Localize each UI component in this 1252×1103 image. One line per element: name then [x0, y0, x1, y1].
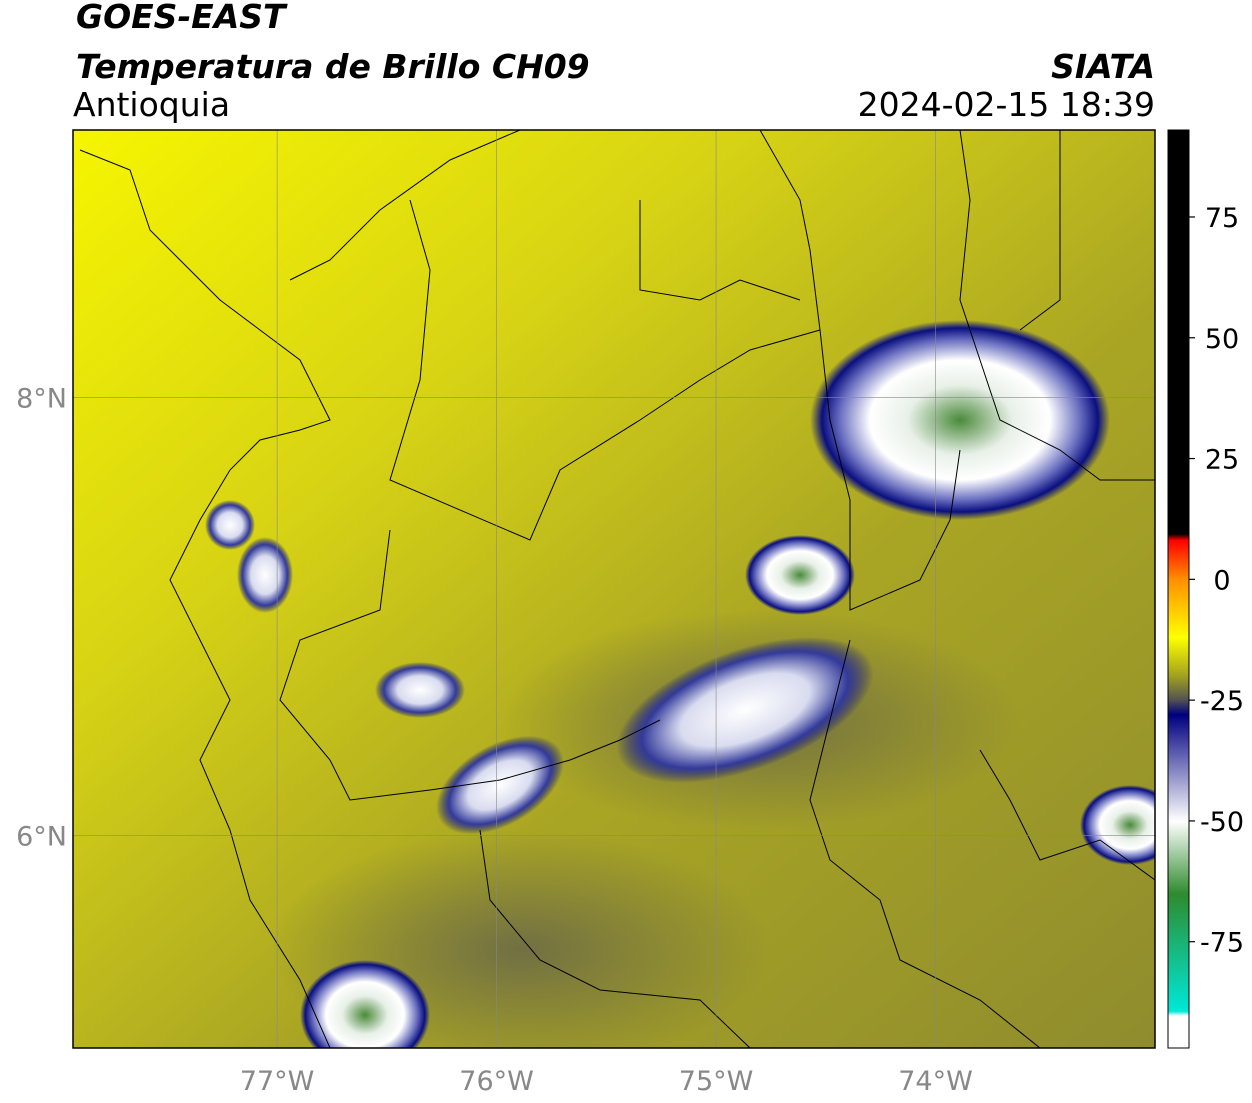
storm-cell: [616, 637, 874, 783]
source: SIATA: [1051, 47, 1155, 86]
y-tick-label: 6°N: [16, 821, 67, 852]
colorbar-tick-label: -50: [1200, 807, 1244, 838]
map-frame: [72, 129, 1156, 1049]
x-tick-label: 77°W: [240, 1066, 315, 1097]
storm-cell: [436, 735, 564, 835]
colorbar-tick-label: 75: [1205, 203, 1239, 234]
y-tick-label: 8°N: [16, 383, 67, 414]
colorbar-tick-label: 0: [1213, 565, 1230, 596]
storm-cell: [1080, 785, 1155, 865]
datetime: 2024-02-15 18:39: [858, 85, 1155, 124]
storm-cell: [375, 662, 465, 718]
colorbar-tick-label: -25: [1200, 686, 1244, 717]
storm-cell: [810, 320, 1110, 520]
colorbar-tick-label: 25: [1205, 445, 1239, 476]
borders: [79, 130, 1155, 1048]
title: GOES-EAST: [76, 0, 288, 36]
x-tick-label: 76°W: [459, 1066, 534, 1097]
colorbar-tick-label: 50: [1205, 324, 1239, 355]
x-tick-label: 75°W: [679, 1066, 754, 1097]
storm-cell: [237, 537, 293, 613]
storm-cell: [205, 500, 255, 550]
storm-cell: [300, 960, 430, 1048]
subtitle: Temperatura de Brillo CH09: [76, 47, 590, 86]
x-tick-label: 74°W: [898, 1066, 973, 1097]
region: Antioquia: [73, 85, 230, 124]
storm-cell: [745, 535, 855, 615]
colorbar: [1167, 129, 1190, 1049]
map: [73, 130, 1155, 1048]
colorbar-tick-label: -75: [1200, 928, 1244, 959]
